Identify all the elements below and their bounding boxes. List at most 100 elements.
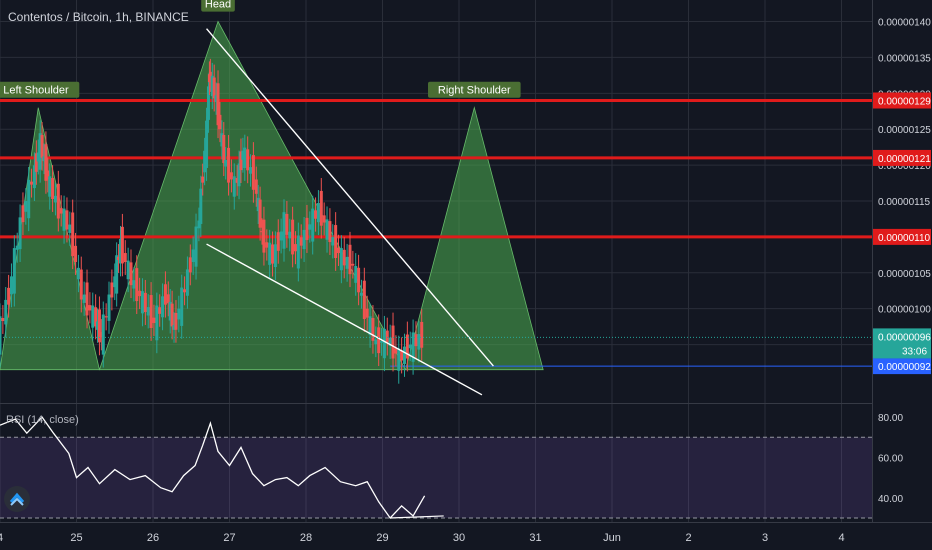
candle-body xyxy=(251,155,255,190)
candle-body xyxy=(94,307,98,327)
candle-body xyxy=(126,260,130,280)
time-tick-label: 27 xyxy=(223,532,235,544)
candle-body xyxy=(191,249,195,263)
countdown-label: 33:06 xyxy=(902,346,927,357)
candle-body xyxy=(348,244,352,275)
pattern-label-box xyxy=(428,81,521,98)
wedge-trendline xyxy=(206,28,494,367)
candle-body xyxy=(194,226,198,267)
candle-body xyxy=(74,245,78,263)
candle-body xyxy=(32,165,36,189)
price-line-tag xyxy=(873,92,931,109)
candle-body xyxy=(414,334,418,347)
candle-body xyxy=(417,334,421,350)
candle-body xyxy=(62,208,66,231)
candle-body xyxy=(71,212,75,257)
candle-body xyxy=(328,221,332,243)
candle-body xyxy=(334,225,338,258)
rsi-tick-label: 80.00 xyxy=(878,413,903,424)
time-tick-label: 3 xyxy=(762,532,768,544)
candle-body xyxy=(34,153,38,172)
candle-body xyxy=(342,249,346,266)
candle-body xyxy=(65,210,69,230)
candle-body xyxy=(42,156,46,162)
candle-body xyxy=(237,163,241,187)
candle-body xyxy=(21,205,25,223)
price-line-tag-label: 0.00000092 xyxy=(878,362,931,373)
time-tick-label: 25 xyxy=(70,532,82,544)
current-price-label: 0.00000096 xyxy=(878,332,931,343)
candle-body xyxy=(177,308,181,320)
candle-body xyxy=(199,188,203,224)
candle-body xyxy=(0,316,2,355)
candle-body xyxy=(359,292,363,296)
price-tick-label: 0.00000115 xyxy=(878,197,931,208)
candle-body xyxy=(113,276,117,288)
price-tick-label: 0.00000125 xyxy=(878,125,931,136)
time-tick-label: 4 xyxy=(0,532,3,544)
price-line-tag xyxy=(873,358,931,375)
candle-body xyxy=(91,305,95,328)
candle-body xyxy=(140,291,144,314)
candle-body xyxy=(308,224,312,230)
candle-body xyxy=(12,248,16,294)
candle-body xyxy=(56,183,60,219)
candle-body xyxy=(249,167,253,174)
candle-body xyxy=(411,332,415,362)
candle-body xyxy=(291,219,295,255)
price-line-tag-label: 0.00000129 xyxy=(878,97,931,108)
candle-body xyxy=(206,86,210,120)
time-tick-label: 31 xyxy=(529,532,541,544)
candle-body xyxy=(138,290,142,297)
candle-body xyxy=(246,149,250,171)
candle-body xyxy=(53,195,57,203)
candle-body xyxy=(254,179,258,194)
time-tick-label: 30 xyxy=(453,532,465,544)
candle-body xyxy=(397,348,401,371)
candle-body xyxy=(117,256,121,261)
candle-body xyxy=(400,350,404,361)
candle-body xyxy=(152,317,156,324)
candle-body xyxy=(210,75,214,97)
candle-body xyxy=(168,301,172,321)
candle-body xyxy=(146,307,150,316)
pattern-label: Left Shoulder xyxy=(0,81,80,98)
candle-body xyxy=(132,280,136,289)
candle-body xyxy=(258,199,262,228)
candle-body xyxy=(271,244,275,264)
price-line-tag-label: 0.00000110 xyxy=(878,233,931,244)
rsi-tick-label: 40.00 xyxy=(878,494,903,505)
candle-body xyxy=(262,219,266,253)
candle-body xyxy=(216,83,220,126)
tradingview-logo-icon[interactable] xyxy=(4,486,30,512)
pattern-label-box xyxy=(0,81,80,98)
candle-body xyxy=(420,321,424,348)
candle-body xyxy=(314,210,318,219)
candle-body xyxy=(241,150,245,160)
rsi-tick-label: 60.00 xyxy=(878,453,903,464)
candle-body xyxy=(408,344,412,349)
candle-body xyxy=(115,255,119,294)
candle-body xyxy=(9,276,13,295)
candle-body xyxy=(232,176,236,197)
candle-body xyxy=(123,253,127,263)
candle-body xyxy=(149,295,153,328)
candle-body xyxy=(208,71,212,79)
pattern-label-text: Left Shoulder xyxy=(3,85,69,97)
candle-body xyxy=(1,318,5,322)
candle-body xyxy=(48,176,52,197)
candle-body xyxy=(371,318,375,341)
price-tick-label: 0.00000105 xyxy=(878,269,931,280)
candle-body xyxy=(180,287,184,326)
candle-body xyxy=(311,208,315,242)
candle-body xyxy=(331,237,335,246)
candle-body xyxy=(205,120,209,168)
candle-body xyxy=(174,312,178,330)
candle-body xyxy=(368,316,372,335)
candle-body xyxy=(239,151,243,171)
candle-body xyxy=(183,289,187,293)
candle-body xyxy=(265,242,269,248)
wedge-trendline xyxy=(206,243,483,396)
candle-body xyxy=(118,238,122,264)
